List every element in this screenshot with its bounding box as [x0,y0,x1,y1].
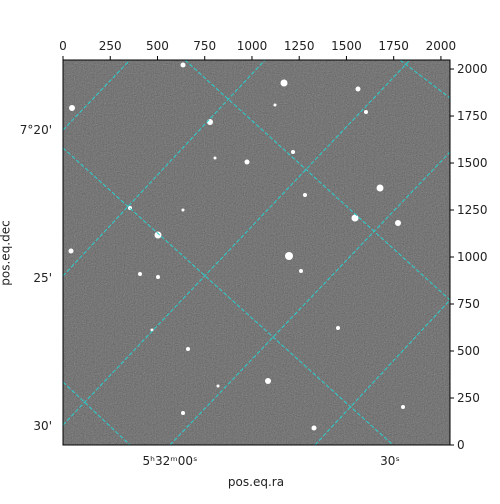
y-tick-label: 1250 [457,203,488,217]
y-tick-label: 2000 [457,62,488,76]
x-tick-label: 250 [99,39,122,53]
stars [68,62,405,431]
coordinate-grid [63,60,450,445]
x-tick-label: 0 [59,39,67,53]
x-axis-label: pos.eq.ra [228,475,284,489]
x-tick-label: 750 [193,39,216,53]
dec-tick-label: 25' [33,271,52,285]
image [63,60,450,445]
dec-tick-label: 30' [33,419,52,433]
y-axis-label: pos.eq.dec [0,220,13,285]
y-tick-label: 500 [457,344,480,358]
ra-tick-label: 5ʰ32ᵐ00ˢ [143,454,198,468]
y-tick-label: 1000 [457,250,488,264]
x-tick-label: 1750 [378,39,409,53]
y-tick-label: 0 [457,438,465,452]
dec-tick-label: 7°20' [20,123,52,137]
y-tick-label: 1750 [457,109,488,123]
ra-tick-label: 30ˢ [380,454,400,468]
y-tick-label: 1500 [457,156,488,170]
x-tick-label: 1500 [331,39,362,53]
y-tick-label: 750 [457,297,480,311]
x-tick-label: 1000 [237,39,268,53]
y-tick-label: 250 [457,391,480,405]
x-tick-label: 500 [146,39,169,53]
x-tick-label: 1250 [284,39,315,53]
frame [62,59,451,446]
x-tick-label: 2000 [426,39,457,53]
